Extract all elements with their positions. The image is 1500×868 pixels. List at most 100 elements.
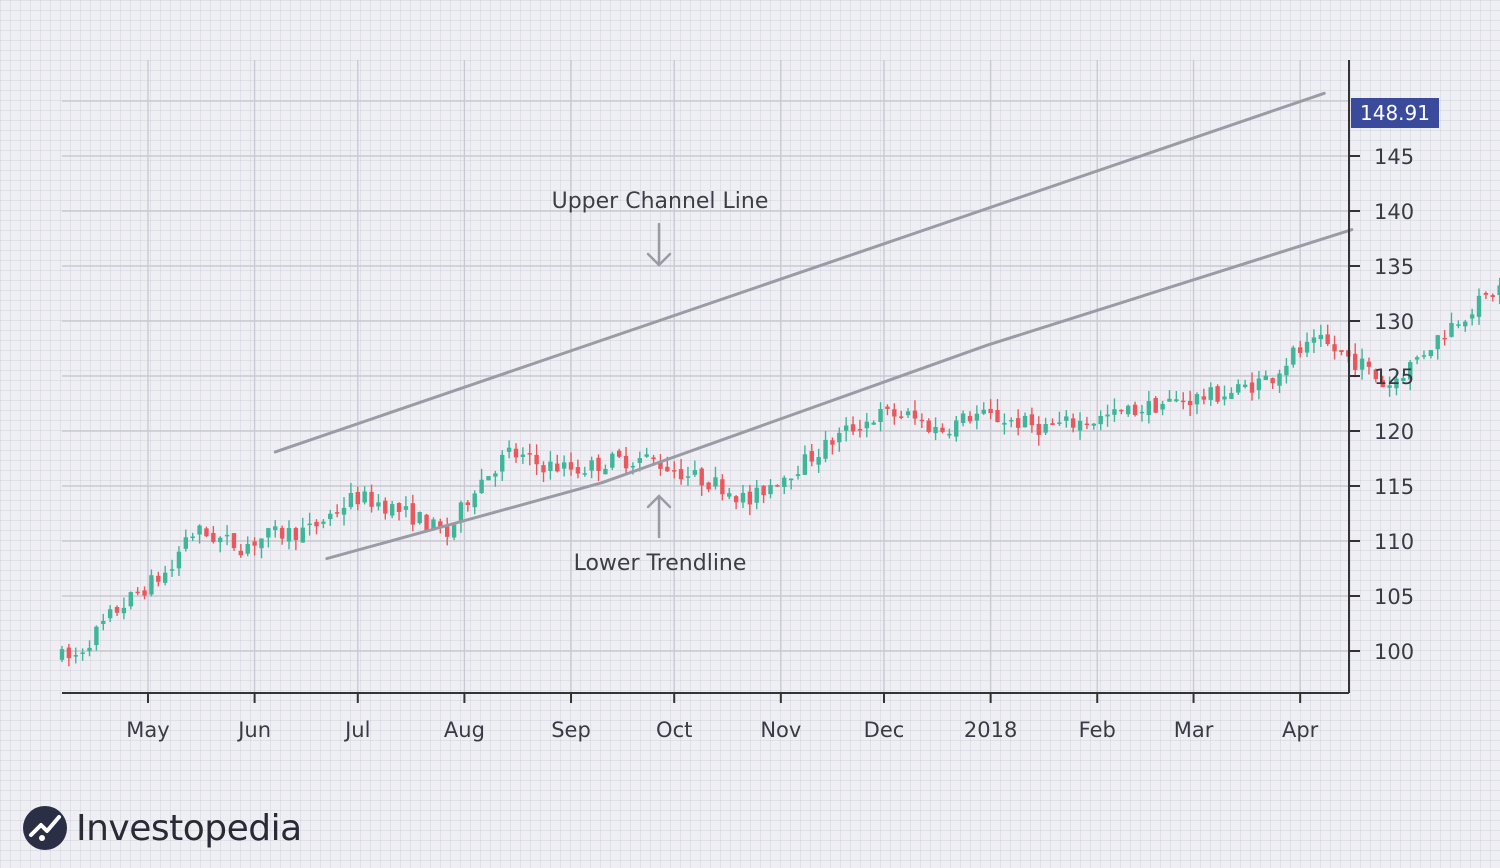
candle-body — [1146, 401, 1152, 416]
candle-body — [1084, 423, 1090, 426]
candle-body — [1456, 324, 1461, 326]
candle-body — [747, 491, 753, 505]
candle-body — [238, 550, 244, 556]
candle-body — [190, 536, 195, 538]
candle-body — [1435, 335, 1440, 350]
candle-body — [899, 416, 904, 418]
candle-body — [830, 440, 835, 445]
candle-body — [204, 528, 209, 537]
candle-body — [1091, 423, 1097, 426]
candle-body — [733, 496, 739, 503]
upper-channel-line-label: Upper Channel Line — [552, 189, 769, 214]
last-price-value: 148.91 — [1360, 101, 1430, 125]
candle-body — [211, 532, 216, 542]
candle-body — [727, 493, 732, 497]
candle-body — [383, 500, 388, 514]
candle-body — [396, 503, 402, 512]
lower-trendline-label: Lower Trendline — [574, 551, 747, 576]
candle-body — [445, 525, 450, 537]
candle-body — [410, 503, 416, 525]
candle-body — [1229, 392, 1234, 399]
candle-body — [1366, 361, 1372, 367]
last-price-tag: 148.91 — [1351, 97, 1439, 128]
candle-body — [912, 410, 918, 419]
candle-body — [1181, 400, 1186, 403]
candle-body — [1139, 411, 1145, 414]
annotations: Upper Channel Line Lower Trendline — [552, 189, 769, 576]
candle-body — [1105, 414, 1110, 417]
candle-body — [1187, 400, 1193, 406]
candle-body — [1297, 347, 1303, 353]
candle-body — [403, 506, 409, 510]
arrow-up-icon — [646, 494, 672, 539]
candle-body — [795, 474, 801, 477]
candle-body — [788, 478, 794, 481]
channel-lines — [273, 91, 1354, 561]
x-tick-label: Dec — [864, 718, 905, 742]
candle-body — [857, 429, 863, 431]
candle-body — [706, 482, 711, 490]
candle-body — [589, 460, 594, 471]
candle-body — [555, 463, 560, 472]
candle-body — [80, 652, 85, 654]
candle-body — [183, 537, 189, 549]
candle-body — [1449, 322, 1454, 337]
candle-body — [871, 422, 876, 425]
candle-body — [1236, 384, 1241, 393]
candle-body — [720, 479, 725, 495]
candle-body — [775, 485, 780, 487]
candle-body — [259, 538, 264, 549]
candle-body — [740, 492, 746, 503]
y-axis-ticks: 100 105 110 115 120 125 130 135 140 145 — [1349, 145, 1414, 664]
chart-grid — [62, 60, 1349, 693]
candle-body — [527, 453, 532, 455]
x-tick-label: Aug — [444, 718, 485, 742]
candle-body — [252, 541, 257, 546]
candle-body — [438, 521, 443, 529]
candle-body — [692, 470, 698, 475]
candle-body — [837, 432, 842, 443]
candles — [59, 278, 1500, 667]
candle-body — [816, 457, 821, 465]
candle-body — [1270, 378, 1275, 384]
candle-body — [1070, 418, 1076, 428]
candle-body — [1476, 295, 1482, 317]
candle-body — [678, 469, 684, 480]
candle-body — [286, 528, 292, 542]
x-tick-label: Nov — [760, 718, 801, 742]
candle-body — [561, 462, 567, 469]
candle-body — [245, 543, 250, 554]
y-tick-label: 140 — [1374, 200, 1414, 224]
candle-body — [995, 410, 1000, 423]
candle-body — [967, 415, 973, 422]
candle-body — [355, 492, 360, 505]
candle-body — [782, 477, 787, 488]
candle-body — [644, 454, 649, 457]
candle-body — [513, 448, 519, 458]
candle-body — [1442, 337, 1447, 340]
candle-body — [334, 512, 340, 514]
candle-body — [486, 476, 491, 481]
candle-body — [1009, 419, 1014, 422]
candle-body — [878, 409, 883, 423]
candle-body — [479, 479, 484, 494]
candle-body — [114, 607, 120, 613]
candle-body — [843, 425, 849, 431]
candle-body — [431, 519, 436, 530]
candle-body — [1284, 365, 1289, 376]
x-tick-label: Feb — [1079, 718, 1116, 742]
candle-body — [616, 450, 622, 457]
candle-body — [389, 504, 395, 516]
candle-body — [1064, 416, 1069, 421]
candle-body — [1077, 420, 1083, 431]
investopedia-logo: Investopedia — [22, 800, 302, 856]
candle-body — [273, 526, 278, 531]
candle-body — [101, 620, 106, 624]
y-tick-label: 110 — [1374, 530, 1414, 554]
candle-body — [314, 521, 319, 527]
candle-body — [128, 592, 133, 607]
candle-body — [699, 468, 704, 486]
candle-body — [224, 534, 230, 537]
candle-body — [1256, 378, 1262, 391]
candle-body — [1311, 337, 1317, 343]
